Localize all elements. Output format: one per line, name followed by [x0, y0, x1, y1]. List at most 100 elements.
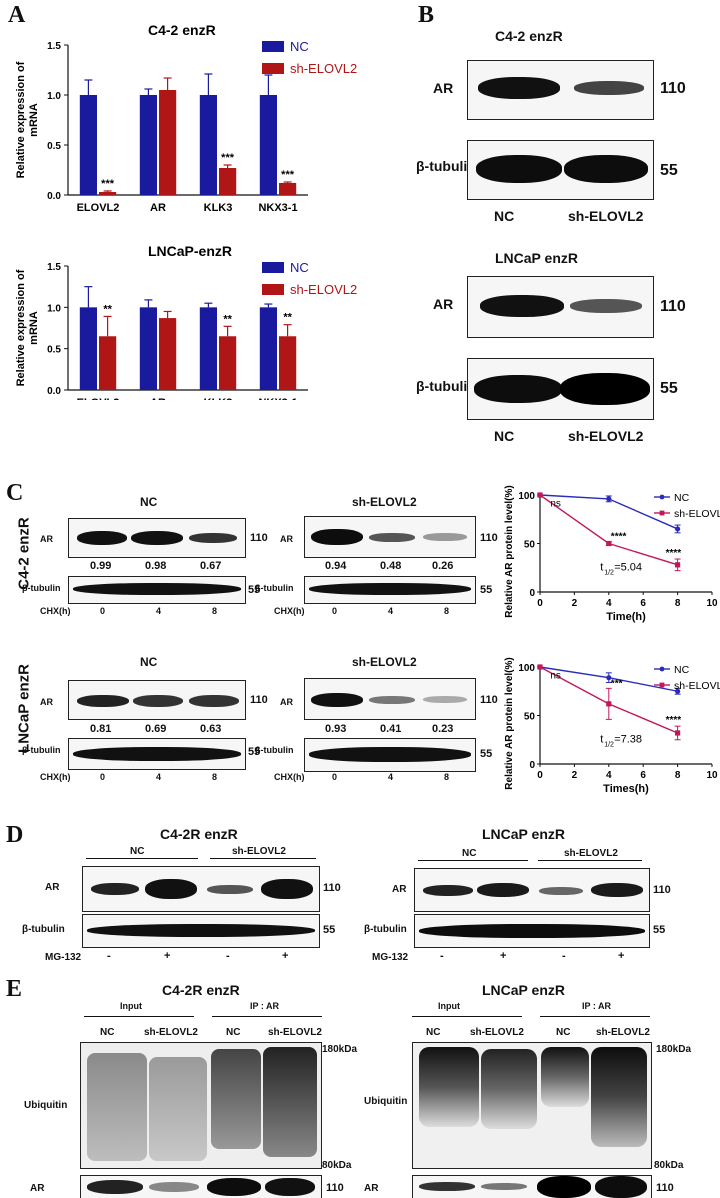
b-kd55: 55 — [660, 162, 678, 179]
data-point — [537, 492, 543, 498]
legend-label: NC — [290, 260, 309, 275]
d-ar: AR — [45, 882, 60, 893]
y-tick-label: 0.5 — [47, 345, 61, 356]
b-nc-2: NC — [494, 428, 515, 444]
d-nc-2: NC — [462, 848, 477, 859]
c2-nc-t2: 8 — [212, 772, 218, 782]
d-m1-2: - — [440, 950, 444, 962]
c1-nc-t2: 8 — [212, 606, 218, 616]
e-sh-3: sh-ELOVL2 — [470, 1027, 524, 1038]
annotation-ns: ns — [550, 499, 561, 510]
y-tick-label: 0.0 — [47, 191, 61, 202]
e-blot-ar-c42 — [80, 1175, 322, 1198]
c2-nc-title: NC — [140, 655, 158, 669]
y-tick-label: 0.5 — [47, 141, 61, 152]
bar — [139, 307, 157, 390]
e-kd180-2: 180kDa — [656, 1044, 692, 1055]
c1-sh-q1: 0.48 — [380, 560, 402, 572]
d-line-nc — [86, 858, 198, 859]
x-tick-label: 10 — [706, 598, 718, 609]
panel-label-b: B — [418, 2, 435, 28]
x-tick-label: 4 — [606, 770, 612, 781]
c-row1-label: C4-2 enzR — [15, 517, 33, 590]
annotation-sig: *** — [611, 678, 623, 689]
d-kd55-2: 55 — [653, 924, 666, 936]
bar — [259, 95, 277, 195]
y-tick-label: 50 — [524, 712, 536, 723]
y-tick-label: 100 — [518, 491, 535, 502]
c1-nc-t1: 4 — [156, 606, 162, 616]
y-tick-label: 0 — [529, 760, 535, 771]
x-tick-label: 0 — [537, 770, 543, 781]
e-input: Input — [120, 1001, 142, 1011]
c2-sh-t1: 4 — [388, 772, 394, 782]
panel-a-charts: C4-2 enzR 0.0 0.5 1.0 1.5 Relative expression… — [15, 22, 357, 400]
bar-chart-c42: C4-2 enzR 0.0 0.5 1.0 1.5 Relative expression… — [15, 22, 357, 214]
y-tick-label: 1.0 — [47, 303, 61, 314]
c2-sh-title: sh-ELOVL2 — [352, 655, 417, 669]
c1-nc-q1: 0.98 — [145, 560, 167, 572]
b-sh-2: sh-ELOVL2 — [568, 428, 644, 444]
x-tick-label: 2 — [572, 598, 578, 609]
bar — [99, 192, 117, 195]
c2-sh-blot-tub — [304, 738, 476, 772]
d-kd55: 55 — [323, 924, 336, 936]
e-ubq-2: Ubiquitin — [364, 1096, 408, 1107]
e-ar-2: AR — [364, 1183, 379, 1194]
b-blot-tub-lncap — [467, 358, 654, 420]
d-p2: + — [282, 950, 289, 962]
c1-nc-q2: 0.67 — [200, 560, 222, 572]
c1-nc-t0: 0 — [100, 606, 106, 616]
d-mg: MG-132 — [45, 952, 82, 963]
e-ip-2: IP : AR — [582, 1001, 612, 1011]
c1-sh-blot-ar — [304, 516, 476, 558]
c2-nc-q0: 0.81 — [90, 723, 112, 735]
d-sh: sh-ELOVL2 — [232, 846, 286, 857]
d-line-sh-2 — [538, 860, 642, 861]
e-line-input — [84, 1016, 194, 1017]
c2-sh-t2: 8 — [444, 772, 450, 782]
y-axis-label: Relative AR protein level(%) — [504, 485, 515, 617]
data-point — [606, 496, 612, 502]
c2-sh-q0: 0.93 — [325, 723, 347, 735]
e-ar: AR — [30, 1183, 45, 1194]
c1-sh-kd110: 110 — [480, 532, 498, 544]
e-line-input-2 — [412, 1016, 522, 1017]
d-nc: NC — [130, 846, 145, 857]
legend-label: NC — [674, 664, 690, 676]
e-line-ip-2 — [540, 1016, 650, 1017]
y-tick-label: 100 — [518, 663, 535, 674]
x-tick-label: ELOVL2 — [77, 397, 120, 400]
y-axis-label-2: mRNA — [28, 103, 40, 137]
c1-nc-chx: CHX(h) — [40, 606, 71, 616]
d-mg-2: MG-132 — [372, 952, 409, 963]
panel-label-a: A — [8, 2, 26, 28]
y-tick-label: 50 — [524, 540, 536, 551]
x-tick-label: 4 — [606, 598, 612, 609]
x-tick-label: 6 — [640, 598, 646, 609]
half-life-value: =5.04 — [614, 562, 642, 574]
y-axis-label: Relative expression of — [15, 269, 27, 386]
c1-sh-tub: β-tubulin — [255, 583, 294, 593]
b-title-lncap: LNCaP enzR — [495, 250, 578, 266]
c-row2-label: LNCaP enzR — [15, 664, 33, 753]
bar — [199, 307, 217, 390]
half-life-t: t — [600, 562, 603, 574]
legend-swatch — [262, 284, 284, 295]
x-axis-label: Times(h) — [603, 783, 649, 795]
b-tub-label-2: β-tubulin — [416, 378, 476, 394]
bar — [259, 307, 277, 390]
c2-sh-chx: CHX(h) — [274, 772, 305, 782]
b-kd110-2: 110 — [660, 298, 686, 315]
x-tick-label: 0 — [537, 598, 543, 609]
e-title-ln: LNCaP enzR — [482, 982, 565, 998]
bar — [159, 318, 177, 390]
c2-nc-t0: 0 — [100, 772, 106, 782]
c2-nc-q1: 0.69 — [145, 723, 167, 735]
bar — [199, 95, 217, 195]
d-blot-ar-ln — [414, 868, 650, 912]
x-tick-label: AR — [150, 397, 166, 400]
c2-sh-q2: 0.23 — [432, 723, 454, 735]
d-m2-2: - — [562, 950, 566, 962]
